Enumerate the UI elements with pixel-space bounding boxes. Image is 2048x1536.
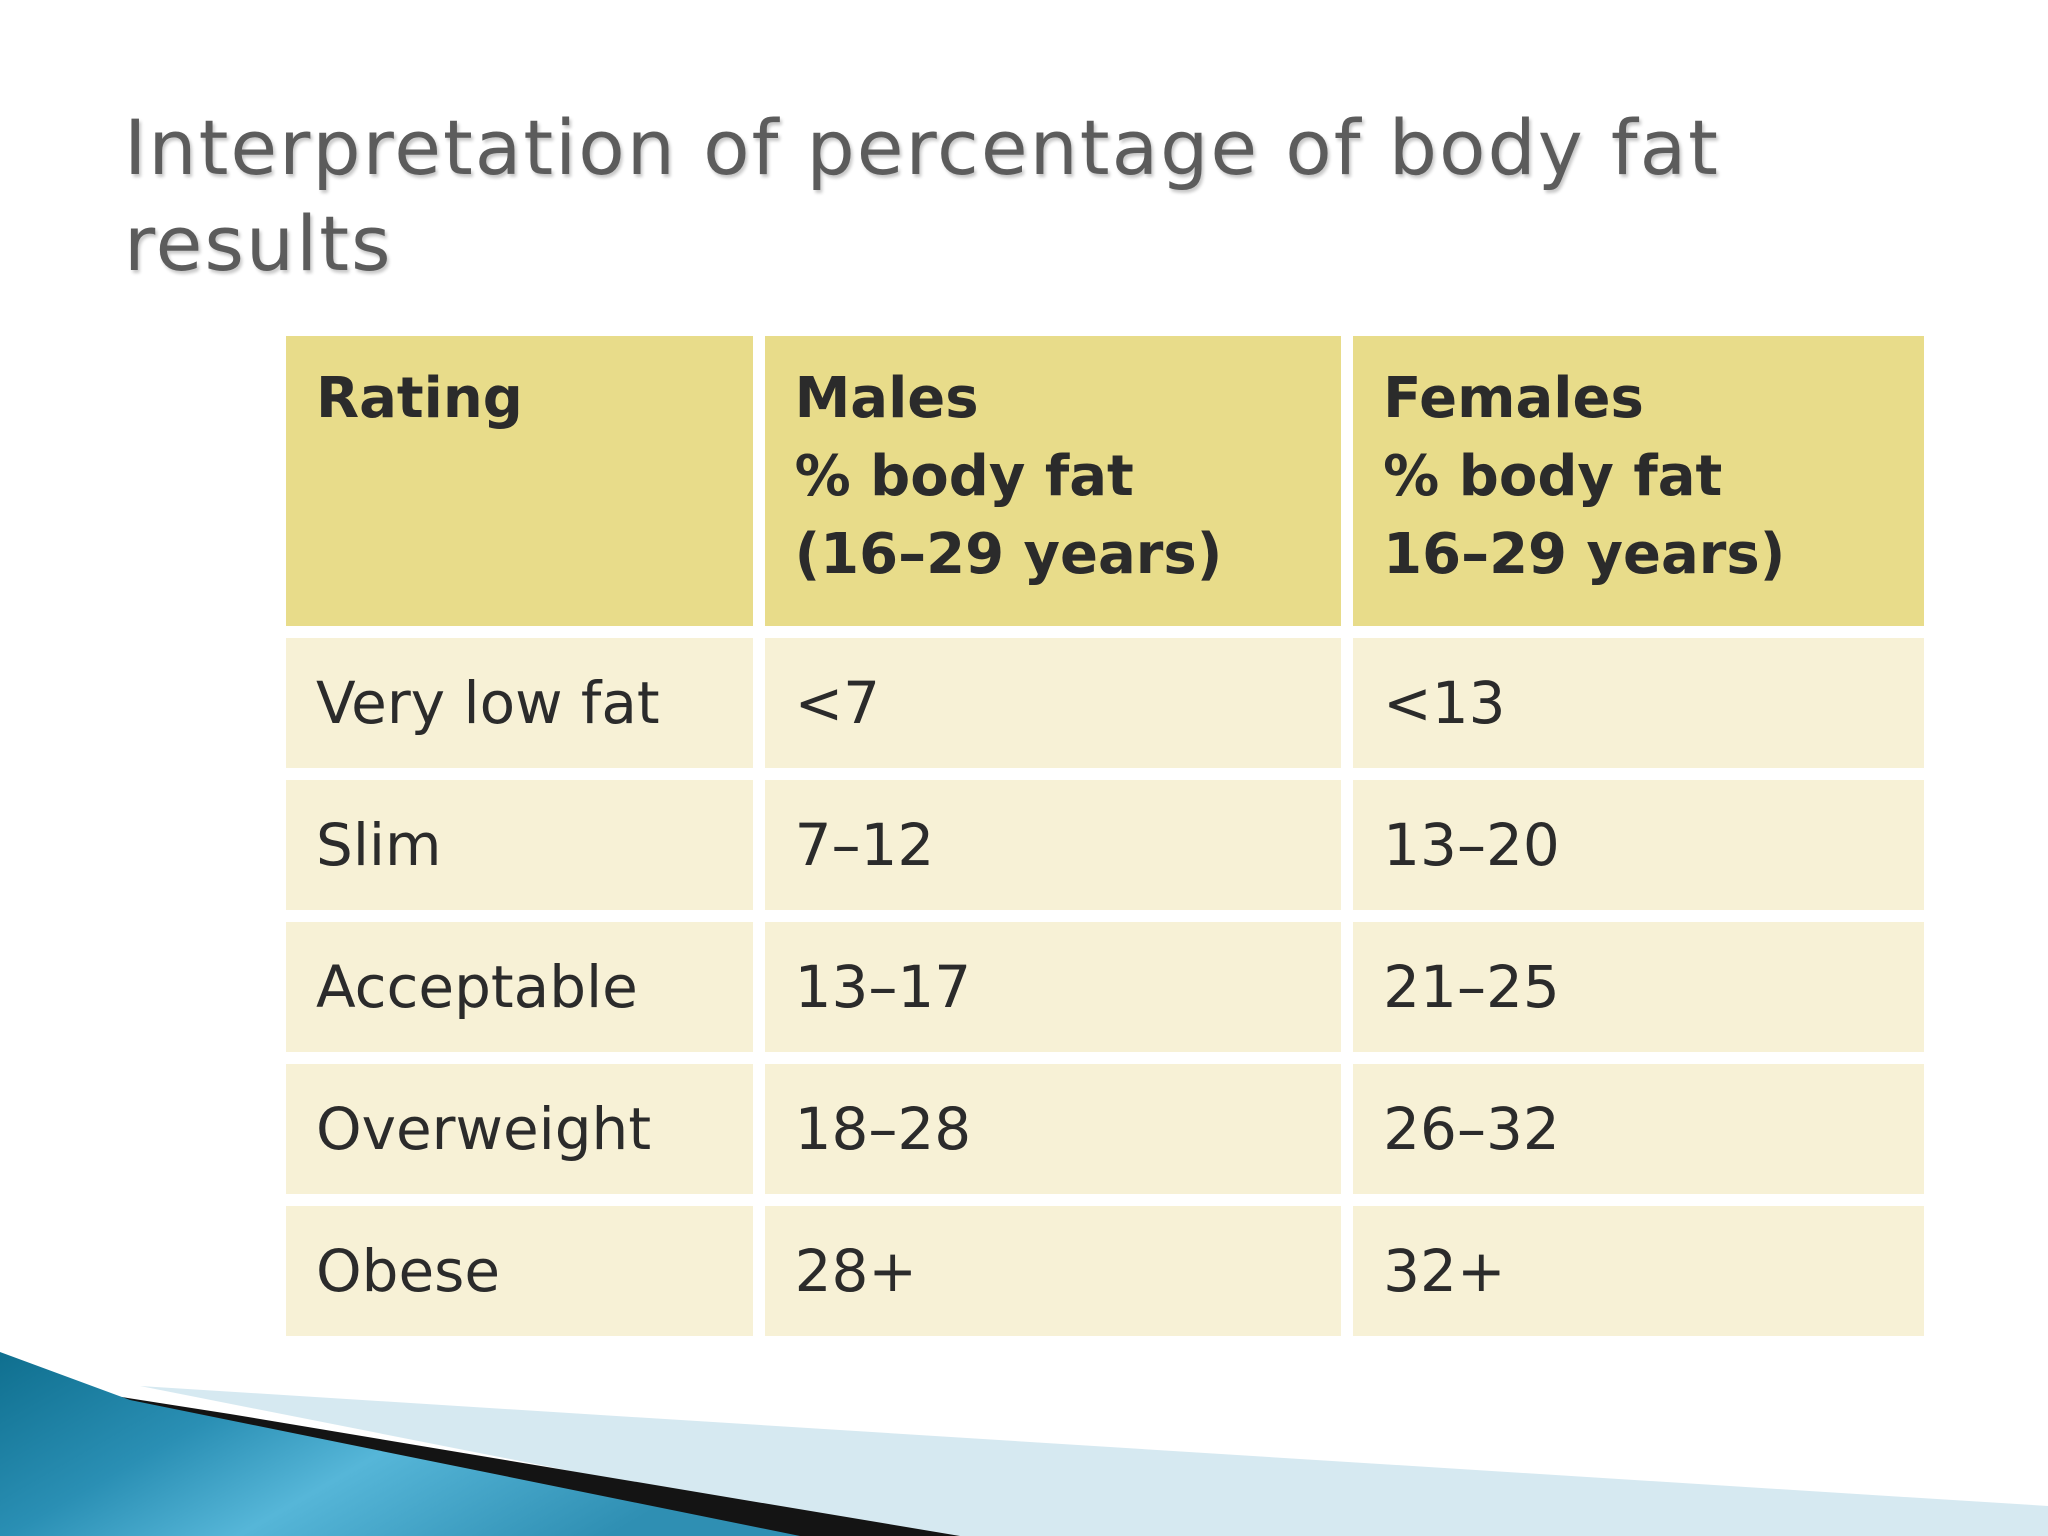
body-fat-table-container: Rating Males % body fat (16–29 years) Fe… (274, 324, 1936, 1348)
table-header-row: Rating Males % body fat (16–29 years) Fe… (286, 336, 1924, 626)
header-rating: Rating (286, 336, 753, 626)
cell-males: 18–28 (764, 1064, 1342, 1194)
table-row: Obese 28+ 32+ (286, 1206, 1924, 1336)
cell-females: <13 (1353, 638, 1924, 768)
blue-band (0, 1352, 800, 1536)
table-row: Very low fat <7 <13 (286, 638, 1924, 768)
header-line: Rating (316, 366, 523, 431)
header-females: Females % body fat 16–29 years) (1353, 336, 1924, 626)
header-line: % body fat (794, 444, 1134, 509)
table-row: Acceptable 13–17 21–25 (286, 922, 1924, 1052)
cell-males: 7–12 (764, 780, 1342, 910)
cell-females: 32+ (1353, 1206, 1924, 1336)
slide-title: Interpretation of percentage of body fat… (124, 103, 1720, 288)
cell-females: 26–32 (1353, 1064, 1924, 1194)
cell-rating: Obese (286, 1206, 753, 1336)
cell-rating: Slim (286, 780, 753, 910)
header-line: (16–29 years) (794, 522, 1223, 587)
cell-females: 21–25 (1353, 922, 1924, 1052)
header-line: % body fat (1383, 444, 1723, 509)
header-line: Females (1383, 366, 1644, 431)
header-males: Males % body fat (16–29 years) (764, 336, 1342, 626)
cell-males: <7 (764, 638, 1342, 768)
black-band (90, 1392, 960, 1536)
light-blue-band (140, 1386, 2048, 1536)
body-fat-table: Rating Males % body fat (16–29 years) Fe… (274, 324, 1936, 1348)
cell-males: 28+ (764, 1206, 1342, 1336)
header-line: 16–29 years) (1383, 522, 1786, 587)
cell-males: 13–17 (764, 922, 1342, 1052)
cell-rating: Overweight (286, 1064, 753, 1194)
cell-females: 13–20 (1353, 780, 1924, 910)
header-line: Males (794, 366, 979, 431)
table-row: Slim 7–12 13–20 (286, 780, 1924, 910)
decorative-swoosh (0, 1352, 2048, 1536)
cell-rating: Very low fat (286, 638, 753, 768)
table-row: Overweight 18–28 26–32 (286, 1064, 1924, 1194)
cell-rating: Acceptable (286, 922, 753, 1052)
